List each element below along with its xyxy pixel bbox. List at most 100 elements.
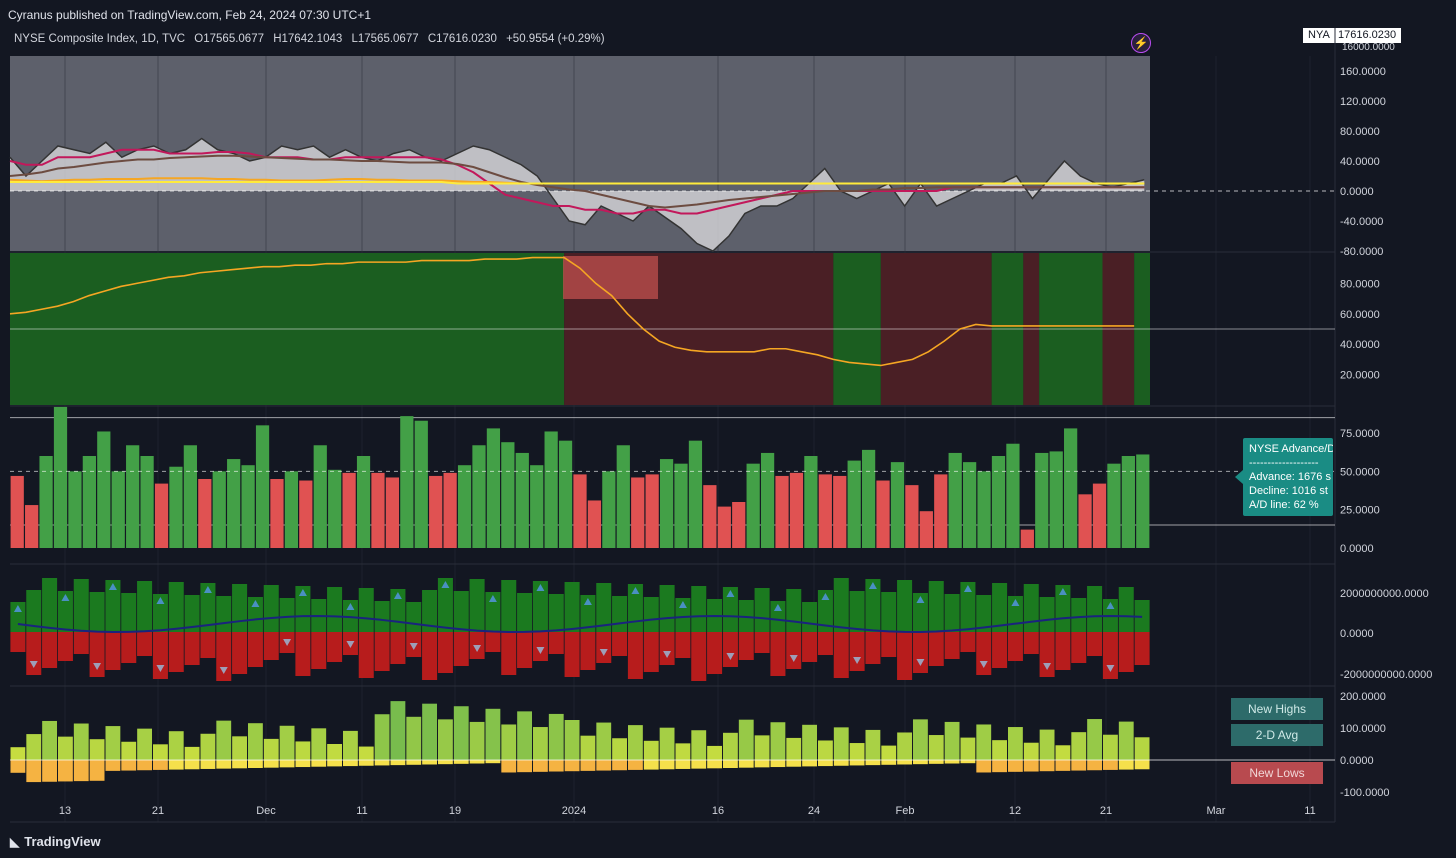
volume-down-bar bbox=[707, 632, 723, 674]
new-highs-bar bbox=[865, 729, 881, 760]
new-highs-bar bbox=[659, 727, 675, 760]
new-lows-bar bbox=[216, 760, 232, 769]
volume-up-bar bbox=[295, 586, 311, 632]
up-marker-icon bbox=[61, 594, 70, 601]
new-highs-bar bbox=[248, 723, 263, 760]
tradingview-brand: TradingView bbox=[24, 834, 101, 849]
volume-down-bar bbox=[1023, 632, 1039, 654]
ad-bar bbox=[573, 474, 587, 548]
oscillator-series-line bbox=[10, 181, 1145, 185]
new-lows-bar bbox=[327, 760, 342, 767]
down-marker-icon bbox=[219, 667, 228, 674]
new-highs-legend[interactable]: New Highs bbox=[1231, 698, 1323, 720]
pane4-y-tick: 2000000000.0000 bbox=[1340, 588, 1429, 600]
new-lows-bar bbox=[58, 760, 73, 782]
symbol-name[interactable]: NYSE Composite Index, 1D, TVC bbox=[14, 33, 186, 45]
volume-down-bar bbox=[501, 632, 517, 675]
volume-down-bar bbox=[517, 632, 533, 668]
volume-down-bar bbox=[327, 632, 343, 662]
down-marker-icon bbox=[663, 651, 672, 658]
new-highs-bar bbox=[928, 735, 944, 760]
new-lows-bar bbox=[10, 760, 26, 773]
x-axis-label: 12 bbox=[1009, 805, 1021, 817]
new-highs-bar bbox=[723, 732, 738, 760]
ad-bar bbox=[804, 456, 818, 548]
up-marker-icon bbox=[726, 590, 735, 597]
new-highs-bar bbox=[453, 706, 469, 760]
volume-up-bar bbox=[374, 601, 390, 632]
down-marker-icon bbox=[789, 655, 798, 662]
new-lows-bar bbox=[422, 760, 437, 765]
down-marker-icon bbox=[599, 649, 608, 656]
volume-up-bar bbox=[643, 597, 659, 632]
new-lows-bar bbox=[311, 760, 327, 767]
ad-bar bbox=[602, 471, 616, 548]
oscillator-area bbox=[10, 138, 1145, 251]
new-lows-bar bbox=[564, 760, 580, 772]
advance-decline-tooltip: NYSE Advance/D ------------------- Advan… bbox=[1243, 438, 1333, 516]
volume-down-bar bbox=[42, 632, 58, 668]
ad-bar bbox=[97, 431, 111, 548]
volume-down-bar bbox=[152, 632, 168, 679]
new-highs-bar bbox=[232, 736, 247, 760]
up-marker-icon bbox=[108, 583, 117, 590]
new-lows-legend[interactable]: New Lows bbox=[1231, 762, 1323, 784]
new-highs-bar bbox=[295, 741, 311, 760]
ad-bar bbox=[1006, 443, 1020, 548]
ad-bar bbox=[472, 445, 486, 548]
new-highs-bar bbox=[216, 720, 232, 760]
volume-down-bar bbox=[944, 632, 960, 659]
volume-up-bar bbox=[437, 578, 453, 632]
lightning-icon[interactable]: ⚡ bbox=[1131, 33, 1151, 53]
price-tag: 17616.0230 bbox=[1333, 28, 1402, 43]
new-lows-bar bbox=[469, 760, 485, 764]
tooltip-arrow bbox=[1235, 470, 1243, 484]
low-value: L17565.0677 bbox=[351, 33, 419, 45]
volume-down-bar bbox=[928, 632, 944, 666]
transition-highlight bbox=[563, 256, 658, 299]
new-lows-bar bbox=[89, 760, 105, 781]
ad-bar bbox=[400, 416, 414, 548]
new-highs-bar bbox=[849, 743, 865, 760]
volume-down-bar bbox=[532, 632, 548, 661]
ad-bar bbox=[1121, 456, 1135, 548]
two-day-avg-legend[interactable]: 2-D Avg bbox=[1231, 724, 1323, 746]
tooltip-decline: Decline: 1016 st bbox=[1249, 485, 1328, 497]
ad-bar bbox=[977, 471, 991, 548]
ad-bar bbox=[688, 440, 703, 548]
new-lows-bar bbox=[1103, 760, 1118, 770]
volume-down-bar bbox=[865, 632, 881, 664]
symbol-legend[interactable]: NYSE Composite Index, 1D, TVC O17565.067… bbox=[14, 33, 611, 45]
new-highs-bar bbox=[881, 745, 897, 760]
new-lows-bar bbox=[612, 760, 627, 771]
pane3-y-tick: 50.0000 bbox=[1340, 466, 1380, 478]
volume-up-bar bbox=[26, 590, 42, 632]
new-highs-bar bbox=[833, 727, 849, 760]
ad-bar bbox=[789, 472, 804, 548]
tradingview-logo[interactable]: ◣ TradingView bbox=[10, 834, 101, 849]
new-lows-bar bbox=[42, 760, 57, 782]
new-lows-bar bbox=[501, 760, 517, 773]
new-highs-bar bbox=[406, 716, 422, 760]
new-lows-bar bbox=[137, 760, 152, 771]
volume-up-bar bbox=[1071, 598, 1087, 632]
volume-up-bar bbox=[992, 583, 1008, 632]
volume-down-bar bbox=[627, 632, 643, 679]
volume-up-bar bbox=[833, 578, 849, 632]
new-lows-bar bbox=[184, 760, 200, 770]
tooltip-separator: ------------------- bbox=[1249, 457, 1319, 469]
ad-bar bbox=[371, 472, 385, 548]
pane2-y-tick: 20.0000 bbox=[1340, 370, 1380, 382]
volume-down-bar bbox=[168, 632, 184, 672]
new-lows-bar bbox=[438, 760, 453, 765]
volume-down-bar bbox=[374, 632, 390, 671]
ad-bar bbox=[299, 480, 313, 548]
volume-up-bar bbox=[89, 592, 105, 632]
ad-bar bbox=[356, 456, 371, 548]
new-lows-bar bbox=[754, 760, 770, 768]
oscillator-series-line bbox=[9, 137, 1145, 252]
volume-up-bar bbox=[517, 593, 533, 632]
volume-up-bar bbox=[168, 582, 184, 632]
volume-up-bar bbox=[580, 595, 596, 632]
